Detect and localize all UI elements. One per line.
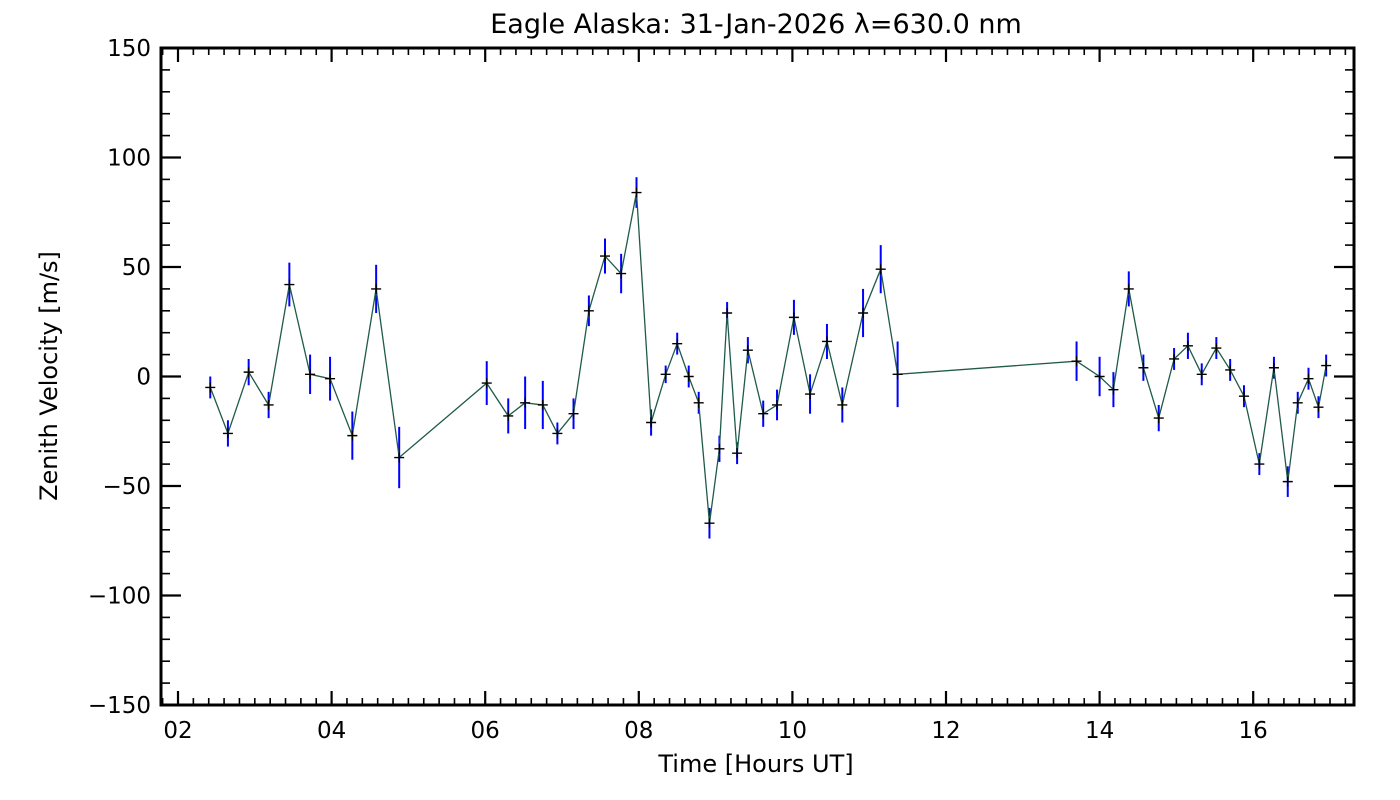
y-tick-label: 100	[107, 146, 151, 172]
data-point	[837, 399, 848, 410]
data-point	[243, 367, 254, 378]
data-point	[660, 369, 671, 380]
error-bars	[209, 177, 1328, 539]
data-point	[1123, 283, 1134, 294]
data-point	[1094, 371, 1105, 382]
data-point	[1211, 343, 1222, 354]
data-point	[1071, 356, 1082, 367]
data-point	[772, 399, 783, 410]
data-point	[394, 452, 405, 463]
data-point	[631, 187, 642, 198]
data-point	[1225, 364, 1236, 375]
x-tick-label: 08	[624, 718, 653, 744]
data-point	[1153, 413, 1164, 424]
data-point	[537, 399, 548, 410]
data-point	[1292, 397, 1303, 408]
y-tick-label: −150	[88, 693, 151, 719]
data-point	[742, 345, 753, 356]
x-tick-label: 06	[471, 718, 500, 744]
y-tick-label: 150	[107, 36, 151, 62]
data-point	[732, 448, 743, 459]
data-point	[1196, 369, 1207, 380]
data-point	[371, 283, 382, 294]
data-point	[205, 382, 216, 393]
data-point	[583, 305, 594, 316]
y-tick-label: −100	[88, 584, 151, 610]
data-point	[600, 251, 611, 262]
data-point	[325, 373, 336, 384]
x-tick-labels: 02 04 06 08 10 12 14 16	[163, 718, 1267, 744]
data-point	[892, 369, 903, 380]
data-point	[1303, 373, 1314, 384]
data-point	[1313, 402, 1324, 413]
x-tick-label: 10	[778, 718, 807, 744]
x-tick-label: 02	[163, 718, 192, 744]
data-point	[1268, 362, 1279, 373]
plot-frame	[159, 46, 1356, 707]
data-point	[805, 389, 816, 400]
data-point	[722, 307, 733, 318]
y-tick-label: 0	[136, 365, 151, 391]
data-point	[1169, 353, 1180, 364]
y-axis-label: Zenith Velocity [m/s]	[35, 251, 63, 501]
data-point	[672, 338, 683, 349]
data-point	[222, 428, 233, 439]
data-point	[788, 312, 799, 323]
y-tick-label: −50	[102, 474, 151, 500]
data-point	[821, 336, 832, 347]
velocity-line	[209, 192, 1327, 524]
data-point	[347, 430, 358, 441]
data-point	[683, 371, 694, 382]
data-point	[1321, 360, 1332, 371]
x-tick-label: 12	[931, 718, 960, 744]
data-point	[520, 397, 531, 408]
data-point	[1108, 384, 1119, 395]
data-point	[1254, 459, 1265, 470]
data-markers	[205, 187, 1332, 529]
data-point	[552, 428, 563, 439]
x-tick-label: 04	[317, 718, 346, 744]
y-tick-label: 50	[122, 255, 151, 281]
x-tick-label: 14	[1085, 718, 1114, 744]
data-point	[616, 268, 627, 279]
data-point	[503, 410, 514, 421]
x-tick-label: 16	[1239, 718, 1268, 744]
data-point	[714, 443, 725, 454]
data-point	[693, 397, 704, 408]
chart-title: Eagle Alaska: 31-Jan-2026 λ=630.0 nm	[490, 9, 1022, 40]
data-point	[704, 518, 715, 529]
data-point	[1282, 476, 1293, 487]
data-point	[481, 378, 492, 389]
data-point	[1238, 391, 1249, 402]
data-point	[284, 279, 295, 290]
data-point	[263, 399, 274, 410]
data-point	[875, 264, 886, 275]
data-point	[758, 408, 769, 419]
data-point	[646, 417, 657, 428]
x-axis-label: Time [Hours UT]	[657, 750, 853, 778]
data-point	[1138, 362, 1149, 373]
data-point	[305, 369, 316, 380]
data-point	[858, 307, 869, 318]
data-point	[568, 408, 579, 419]
data-point	[1182, 340, 1193, 351]
axis-ticks	[161, 46, 1354, 707]
y-tick-labels: 150 100 50 0 −50 −100 −150	[88, 36, 151, 719]
